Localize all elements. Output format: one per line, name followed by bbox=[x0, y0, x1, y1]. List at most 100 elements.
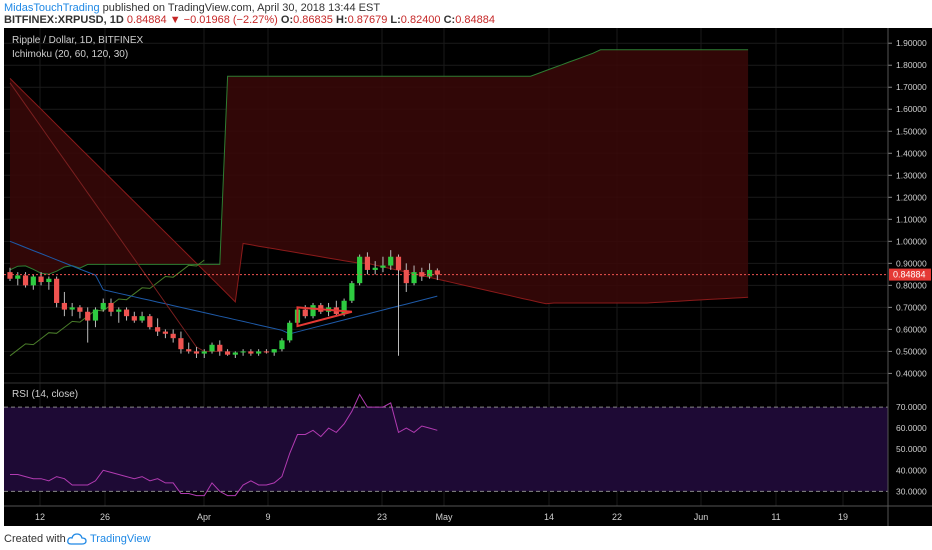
publish-line: MidasTouchTrading published on TradingVi… bbox=[4, 2, 380, 14]
high-value: 0.87679 bbox=[347, 14, 388, 26]
time-axis-tick-label: 12 bbox=[35, 512, 45, 522]
candle-body bbox=[232, 352, 238, 355]
rsi-axis-tick-label: 40.0000 bbox=[896, 465, 927, 475]
price-badge-text: 0.84884 bbox=[893, 270, 926, 280]
candle-body bbox=[170, 333, 176, 339]
triangle-drawing-shape bbox=[296, 306, 353, 328]
low-value: 0.82400 bbox=[400, 14, 441, 26]
candle-body bbox=[434, 270, 440, 275]
price-axis-tick-label: 1.90000 bbox=[896, 38, 927, 48]
candle-body bbox=[403, 269, 409, 284]
time-axis-tick-label: May bbox=[435, 512, 453, 522]
ichimoku-conversion-line bbox=[9, 82, 220, 352]
price-axis-tick-label: 1.30000 bbox=[896, 170, 927, 180]
low-label: L: bbox=[390, 14, 401, 26]
candle-body bbox=[310, 305, 316, 317]
candle-body bbox=[85, 311, 91, 321]
price-axis-tick-label: 0.40000 bbox=[896, 368, 927, 378]
close-label: C: bbox=[443, 14, 456, 26]
candle-body bbox=[186, 349, 192, 352]
candle-body bbox=[248, 351, 254, 354]
price-axis-tick-label: 1.20000 bbox=[896, 192, 927, 202]
rsi-band bbox=[4, 407, 888, 492]
tradingview-brand[interactable]: TradingView bbox=[90, 533, 151, 545]
candle-body bbox=[217, 344, 223, 352]
candle-body bbox=[388, 256, 394, 266]
price-axis-tick-label: 1.00000 bbox=[896, 236, 927, 246]
ichimoku-span-a bbox=[9, 78, 749, 305]
ichimoku-cloud bbox=[10, 49, 749, 304]
rsi-axis-tick-label: 50.0000 bbox=[896, 444, 927, 454]
author-link[interactable]: MidasTouchTrading bbox=[4, 2, 100, 14]
candle-body bbox=[240, 351, 246, 353]
open-value: 0.86835 bbox=[293, 14, 333, 26]
candle-body bbox=[426, 269, 433, 277]
ichimoku-lagging-span bbox=[9, 259, 205, 357]
candle-body bbox=[123, 309, 130, 317]
time-axis-tick-label: 19 bbox=[838, 512, 848, 522]
candle-body bbox=[372, 267, 378, 270]
candle-body bbox=[77, 307, 83, 312]
candle-body bbox=[395, 256, 402, 270]
candle-body bbox=[15, 275, 21, 279]
price-axis-tick-label: 1.60000 bbox=[896, 104, 927, 114]
indicator-label[interactable]: Ichimoku (20, 60, 120, 30) bbox=[12, 49, 128, 60]
down-arrow-icon: ▼ bbox=[169, 14, 181, 26]
open-label: O: bbox=[280, 14, 294, 26]
candle-body bbox=[302, 309, 308, 317]
time-axis-tick-label: 23 bbox=[377, 512, 387, 522]
candle-body bbox=[22, 275, 29, 286]
tradingview-logo-icon bbox=[67, 533, 87, 545]
candle-body bbox=[131, 316, 137, 321]
candle-body bbox=[139, 316, 145, 321]
candle-body bbox=[209, 344, 215, 352]
rsi-axis-tick-label: 60.0000 bbox=[896, 423, 927, 433]
candle-body bbox=[193, 351, 200, 354]
time-axis-tick-label: Jun bbox=[694, 512, 709, 522]
price-axis-tick-label: 1.10000 bbox=[896, 214, 927, 224]
chart-header: MidasTouchTrading published on TradingVi… bbox=[0, 0, 932, 28]
candle-body bbox=[271, 349, 277, 353]
candle-body bbox=[178, 338, 184, 350]
created-with-text: Created with bbox=[4, 533, 66, 545]
candle-body bbox=[364, 256, 371, 270]
candle-body bbox=[92, 309, 99, 321]
chart-area[interactable]: 1.90000 1.80000 1.70000 1.60000 1.50000 1.400… bbox=[4, 28, 932, 526]
rsi-axis-tick-label: 30.0000 bbox=[896, 486, 927, 496]
candle-body bbox=[38, 276, 44, 283]
rsi-label[interactable]: RSI (14, close) bbox=[12, 389, 78, 400]
price-axis-tick-label: 1.70000 bbox=[896, 82, 927, 92]
triangle-drawing[interactable] bbox=[296, 306, 353, 328]
price-axis-tick-label: 0.50000 bbox=[896, 346, 927, 356]
price-axis-tick-label: 0.60000 bbox=[896, 324, 927, 334]
time-axis-tick-label: 22 bbox=[612, 512, 622, 522]
published-text: published on TradingView.com, April 30, … bbox=[102, 2, 381, 14]
price-axis-tick-label: 0.90000 bbox=[896, 258, 927, 268]
time-axis-tick-label: 14 bbox=[544, 512, 554, 522]
symbol-line: BITFINEX:XRPUSD, 1D 0.84884 ▼ −0.01968 (… bbox=[4, 14, 495, 26]
price-axis-tick-label: 0.70000 bbox=[896, 302, 927, 312]
candle-body bbox=[357, 256, 363, 284]
time-axis-tick-label: 26 bbox=[100, 512, 110, 522]
candle-body bbox=[349, 283, 355, 301]
ichimoku-base-line bbox=[9, 240, 438, 335]
time-axis-tick-label: 11 bbox=[771, 512, 780, 522]
high-label: H: bbox=[335, 14, 348, 26]
candle-body bbox=[341, 300, 347, 314]
ichimoku-span-b bbox=[9, 49, 749, 275]
price-axis-tick-label: 1.80000 bbox=[896, 60, 927, 70]
candle-body bbox=[411, 272, 417, 284]
candle-body bbox=[116, 309, 122, 312]
footer: Created with TradingView bbox=[0, 528, 932, 550]
candle-body bbox=[287, 322, 293, 341]
symbol: BITFINEX:XRPUSD, 1D bbox=[4, 14, 124, 26]
candle-body bbox=[256, 351, 262, 354]
candle-body bbox=[46, 278, 52, 283]
time-axis-tick-label: Apr bbox=[197, 512, 211, 522]
candle-body bbox=[30, 276, 36, 286]
candle-body bbox=[61, 302, 67, 310]
time-axis-tick-label: 9 bbox=[265, 512, 270, 522]
chart-svg[interactable]: 1.90000 1.80000 1.70000 1.60000 1.50000 1.400… bbox=[4, 28, 932, 526]
candle-body bbox=[54, 278, 60, 303]
price-axis-tick-label: 0.80000 bbox=[896, 280, 927, 290]
